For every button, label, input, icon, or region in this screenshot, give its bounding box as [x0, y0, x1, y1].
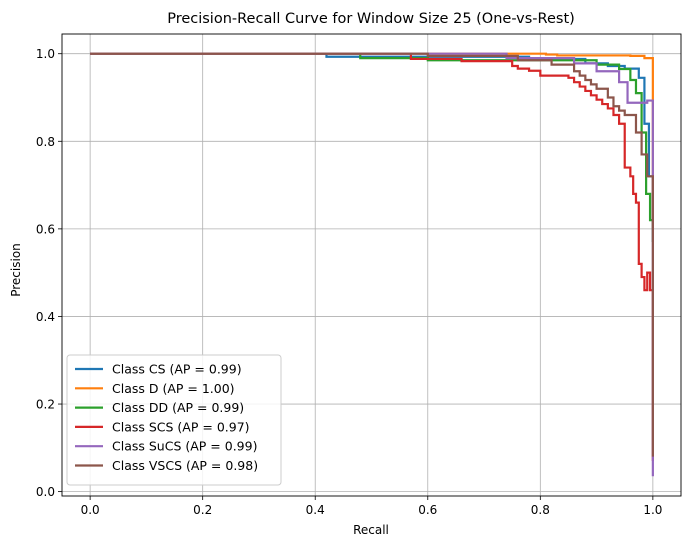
y-tick-label: 0.2	[36, 398, 55, 412]
y-tick-label: 1.0	[36, 47, 55, 61]
x-tick-label: 0.6	[418, 503, 437, 517]
legend-entry: Class CS (AP = 0.99)	[112, 362, 242, 377]
legend-entry: Class VSCS (AP = 0.98)	[112, 458, 258, 473]
x-tick-label: 0.8	[531, 503, 550, 517]
legend-entry: Class DD (AP = 0.99)	[112, 400, 244, 415]
legend-box	[66, 354, 282, 486]
y-tick-label: 0.8	[36, 135, 55, 149]
series-line-0	[90, 52, 654, 243]
x-axis-label: Recall	[353, 523, 389, 537]
x-tick-label: 0.2	[193, 503, 212, 517]
legend-entry: Class SuCS (AP = 0.99)	[112, 439, 257, 454]
series-line-1	[90, 52, 654, 229]
chart-title: Precision-Recall Curve for Window Size 2…	[167, 11, 575, 27]
series-line-2	[90, 52, 654, 243]
y-axis-label: Precision	[9, 243, 23, 297]
series-line-5	[90, 52, 654, 457]
legend: Class CS (AP = 0.99) Class D (AP = 1.00) C…	[66, 354, 282, 486]
axis-ticks: 0.0 0.2 0.4 0.6 0.8 1.0 0.0 0.2 0.4 0.6 0.8 1.0	[36, 47, 663, 517]
legend-entry: Class SCS (AP = 0.97)	[112, 419, 250, 434]
plot-frame	[61, 33, 682, 497]
x-tick-label: 0.0	[81, 503, 100, 517]
y-tick-label: 0.6	[36, 222, 55, 236]
series-line-3	[90, 52, 654, 461]
y-tick-label: 0.4	[36, 310, 55, 324]
series-line-4	[90, 52, 654, 477]
x-tick-label: 1.0	[643, 503, 662, 517]
legend-entry: Class D (AP = 1.00)	[112, 381, 235, 396]
y-tick-label: 0.0	[36, 485, 55, 499]
x-tick-label: 0.4	[306, 503, 325, 517]
series-lines	[90, 52, 654, 477]
